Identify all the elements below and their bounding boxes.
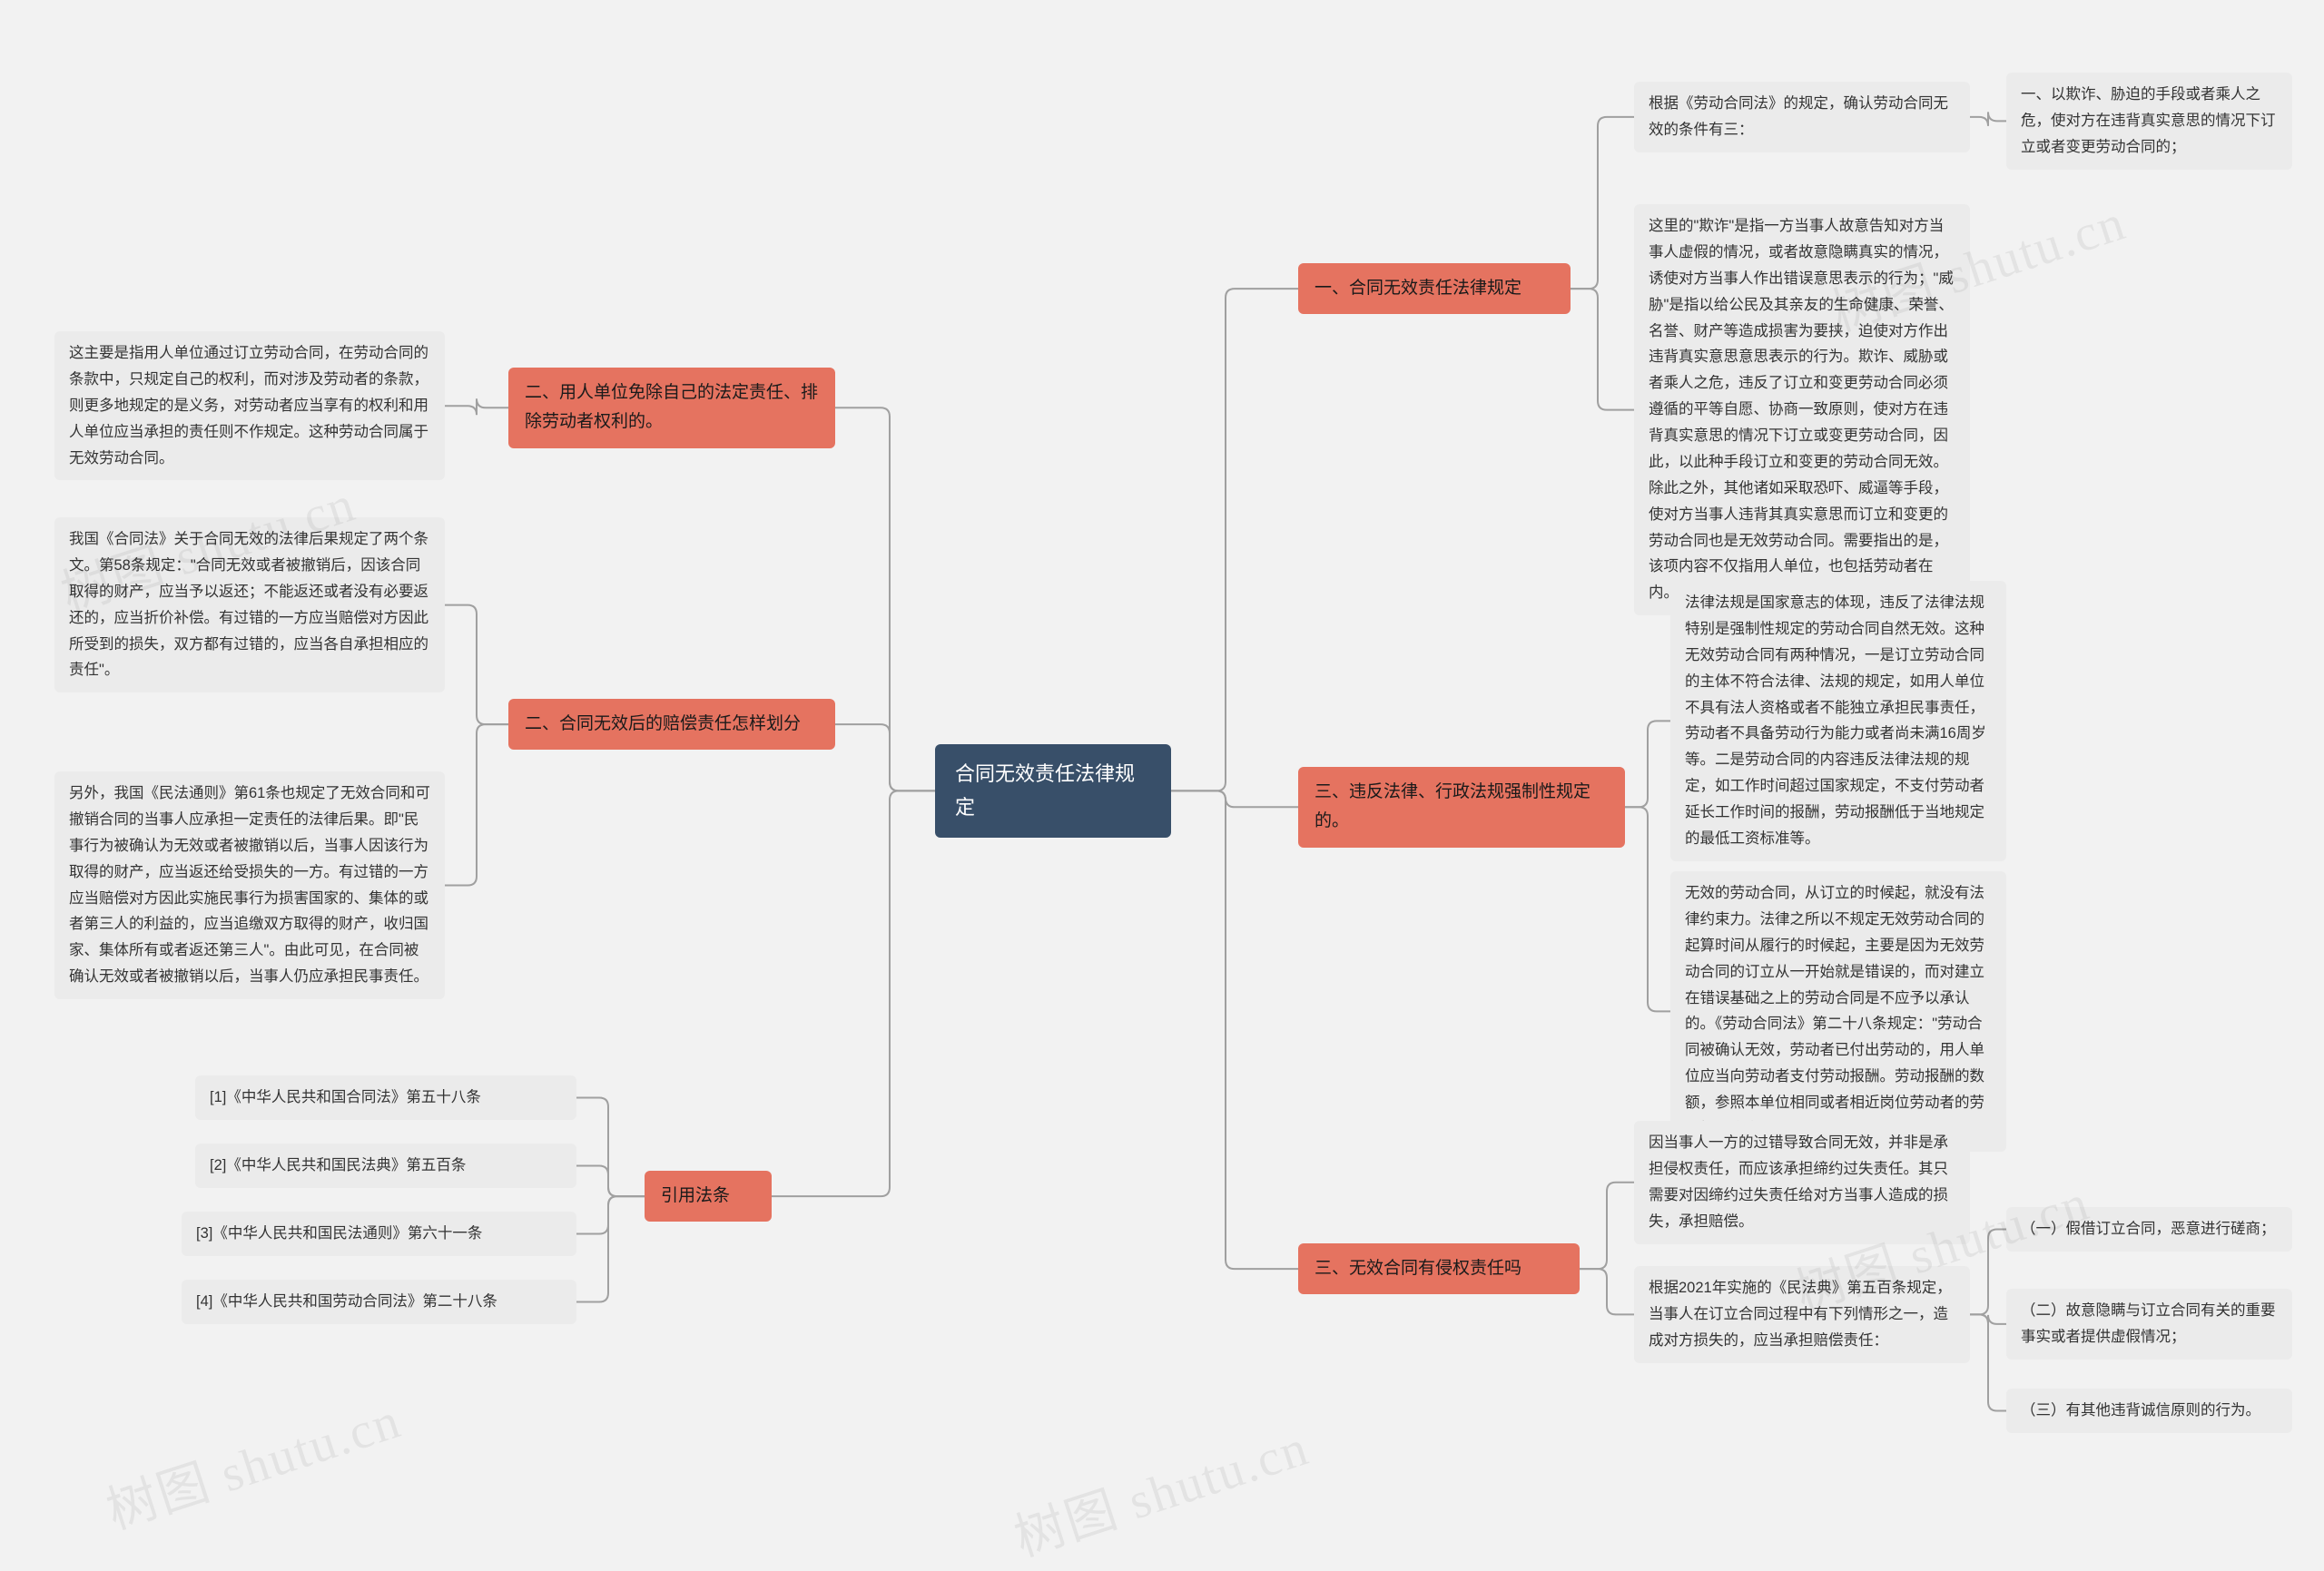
leaf-node[interactable]: [1]《中华人民共和国合同法》第五十八条	[195, 1075, 576, 1120]
leaf-node[interactable]: 法律法规是国家意志的体现，违反了法律法规特别是强制性规定的劳动合同自然无效。这种…	[1670, 581, 2006, 861]
leaf-node[interactable]: 我国《合同法》关于合同无效的法律后果规定了两个条文。第58条规定："合同无效或者…	[54, 517, 445, 692]
branch-node[interactable]: 一、合同无效责任法律规定	[1298, 263, 1571, 314]
connector	[772, 790, 935, 1196]
branch-node[interactable]: 三、无效合同有侵权责任吗	[1298, 1243, 1580, 1294]
connector	[1171, 790, 1298, 807]
leaf-node[interactable]: 无效的劳动合同，从订立的时候起，就没有法律约束力。法律之所以不规定无效劳动合同的…	[1670, 871, 2006, 1152]
leaf-node[interactable]: [3]《中华人民共和国民法通则》第六十一条	[182, 1212, 576, 1256]
connector	[835, 407, 935, 790]
connector	[1580, 1183, 1634, 1269]
connector	[1171, 289, 1298, 790]
branch-node[interactable]: 二、合同无效后的赔偿责任怎样划分	[508, 699, 835, 750]
leaf-node[interactable]: 根据2021年实施的《民法典》第五百条规定，当事人在订立合同过程中有下列情形之一…	[1634, 1266, 1970, 1363]
connector	[1970, 1229, 2006, 1314]
leaf-node[interactable]: 另外，我国《民法通则》第61条也规定了无效合同和可撤销合同的当事人应承担一定责任…	[54, 771, 445, 999]
connector	[1970, 1314, 2006, 1410]
leaf-node[interactable]: [4]《中华人民共和国劳动合同法》第二十八条	[182, 1280, 576, 1324]
connector	[445, 605, 508, 725]
leaf-node[interactable]: （二）故意隐瞒与订立合同有关的重要事实或者提供虚假情况；	[2006, 1289, 2292, 1360]
leaf-node[interactable]: 因当事人一方的过错导致合同无效，并非是承担侵权责任，而应该承担缔约过失责任。其只…	[1634, 1121, 1970, 1244]
watermark: 树图 shutu.cn	[96, 1380, 409, 1544]
root-node[interactable]: 合同无效责任法律规定	[935, 744, 1171, 838]
connector	[835, 724, 935, 790]
leaf-node[interactable]: [2]《中华人民共和国民法典》第五百条	[195, 1144, 576, 1188]
leaf-node[interactable]: 根据《劳动合同法》的规定，确认劳动合同无效的条件有三：	[1634, 82, 1970, 152]
leaf-node[interactable]: 这里的"欺诈"是指一方当事人故意告知对方当事人虚假的情况，或者故意隐瞒真实的情况…	[1634, 204, 1970, 615]
watermark: 树图 shutu.cn	[1004, 1407, 1317, 1571]
connector	[1625, 721, 1670, 807]
connector	[445, 724, 508, 885]
leaf-node[interactable]: 这主要是指用人单位通过订立劳动合同，在劳动合同的条款中，只规定自己的权利，而对涉…	[54, 331, 445, 480]
connector	[1171, 790, 1298, 1269]
leaf-node[interactable]: 一、以欺诈、胁迫的手段或者乘人之危，使对方在违背真实意思的情况下订立或者变更劳动…	[2006, 73, 2292, 170]
connector	[1625, 807, 1670, 1011]
connector	[1571, 289, 1634, 409]
branch-node[interactable]: 二、用人单位免除自己的法定责任、排除劳动者权利的。	[508, 368, 835, 448]
connector	[1970, 112, 2006, 126]
connector	[1571, 117, 1634, 289]
connector	[1580, 1269, 1634, 1314]
connector	[576, 1196, 645, 1233]
connector	[1970, 1314, 2006, 1324]
connector	[576, 1165, 645, 1196]
connector	[445, 398, 508, 415]
connector	[576, 1097, 645, 1196]
leaf-node[interactable]: （一）假借订立合同，恶意进行磋商；	[2006, 1207, 2292, 1252]
branch-node[interactable]: 三、违反法律、行政法规强制性规定的。	[1298, 767, 1625, 848]
branch-node[interactable]: 引用法条	[645, 1171, 772, 1222]
leaf-node[interactable]: （三）有其他违背诚信原则的行为。	[2006, 1389, 2292, 1433]
connector	[576, 1196, 645, 1301]
root-label: 合同无效责任法律规定	[955, 762, 1135, 819]
